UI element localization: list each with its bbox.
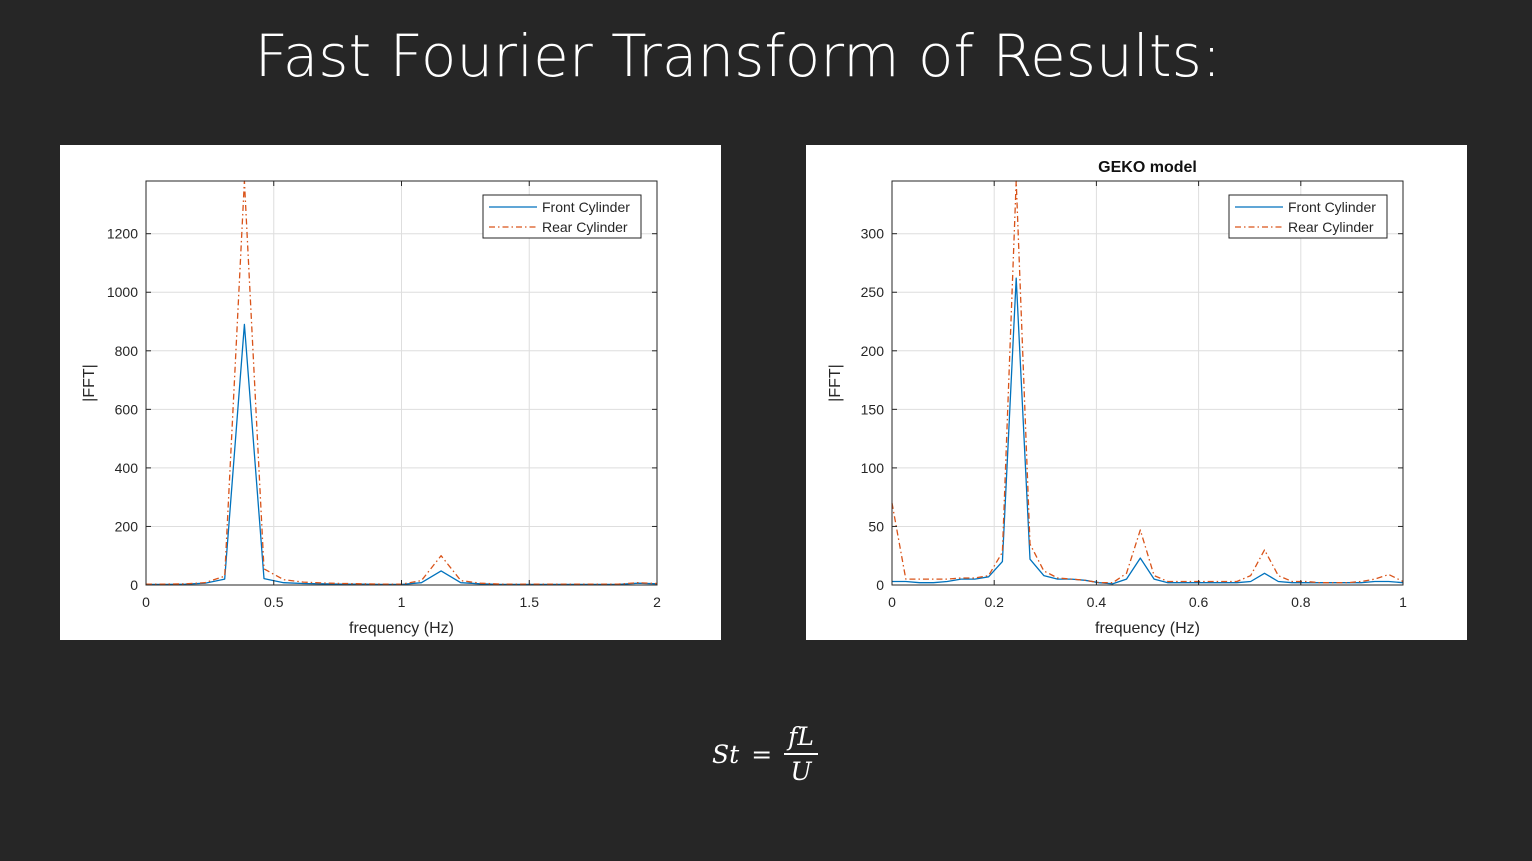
y-tick-label: 600 [115, 401, 139, 417]
y-axis-label: |FFT| [827, 364, 844, 402]
y-tick-label: 0 [876, 577, 884, 593]
series-line-rear-cylinder [891, 180, 1404, 584]
y-tick-label: 100 [861, 460, 885, 476]
chart-title: GEKO model [1098, 159, 1197, 176]
slide-title: Fast Fourier Transform of Results: [254, 22, 1222, 90]
x-tick-label: 0.2 [984, 594, 1004, 610]
y-tick-label: 400 [115, 460, 139, 476]
x-tick-label: 1.5 [520, 594, 540, 610]
x-tick-label: 2 [653, 594, 661, 610]
y-tick-label: 200 [115, 518, 139, 534]
y-tick-label: 0 [130, 577, 138, 593]
formula-denominator: U [790, 757, 812, 786]
x-tick-label: 1 [1399, 594, 1407, 610]
strouhal-formula: St = fL U [712, 722, 818, 786]
y-tick-label: 300 [861, 226, 885, 242]
y-tick-label: 50 [868, 518, 884, 534]
formula-equals: = [751, 739, 773, 769]
y-tick-label: 1000 [107, 284, 138, 300]
x-tick-label: 0 [888, 594, 896, 610]
fft-chart-left: 0 0.5 1 1.5 2 0 200 400 600 800 1000 1200 frequency … [81, 180, 661, 637]
legend-entry-label: Front Cylinder [1288, 199, 1376, 215]
x-tick-label: 0.4 [1087, 594, 1107, 610]
formula-fraction: fL U [784, 722, 818, 786]
legend-entry-label: Front Cylinder [542, 199, 630, 215]
x-tick-label: 0.8 [1291, 594, 1311, 610]
y-tick-label: 800 [115, 343, 139, 359]
legend-box [482, 194, 642, 239]
x-tick-label: 0 [142, 594, 150, 610]
y-tick-label: 1200 [107, 226, 138, 242]
x-tick-label: 0.6 [1189, 594, 1209, 610]
x-axis-label: frequency (Hz) [349, 620, 454, 637]
y-tick-label: 150 [861, 401, 885, 417]
chart-legend: Front Cylinder Rear Cylinder [482, 194, 642, 239]
fft-chart-panel-right: 0 0.2 0.4 0.6 0.8 1 0 50 100 150 200 250 300 frequenc… [806, 145, 1467, 640]
legend-box [1228, 194, 1388, 239]
fft-chart-panel-left: 0 0.5 1 1.5 2 0 200 400 600 800 1000 1200 frequency … [60, 145, 721, 640]
formula-lhs: St [712, 739, 740, 769]
formula-numerator: fL [784, 722, 818, 755]
y-axis-label: |FFT| [81, 364, 98, 402]
fft-chart-right: 0 0.2 0.4 0.6 0.8 1 0 50 100 150 200 250 300 frequenc… [827, 159, 1407, 637]
legend-entry-label: Rear Cylinder [1288, 219, 1374, 235]
legend-entry-label: Rear Cylinder [542, 219, 628, 235]
series-line-front-cylinder [892, 277, 1404, 585]
chart-legend: Front Cylinder Rear Cylinder [1228, 194, 1388, 239]
y-tick-label: 250 [861, 284, 885, 300]
x-tick-label: 1 [398, 594, 406, 610]
x-axis-label: frequency (Hz) [1095, 620, 1200, 637]
x-tick-label: 0.5 [264, 594, 284, 610]
plot-area-border [891, 180, 1404, 586]
y-tick-label: 200 [861, 343, 885, 359]
